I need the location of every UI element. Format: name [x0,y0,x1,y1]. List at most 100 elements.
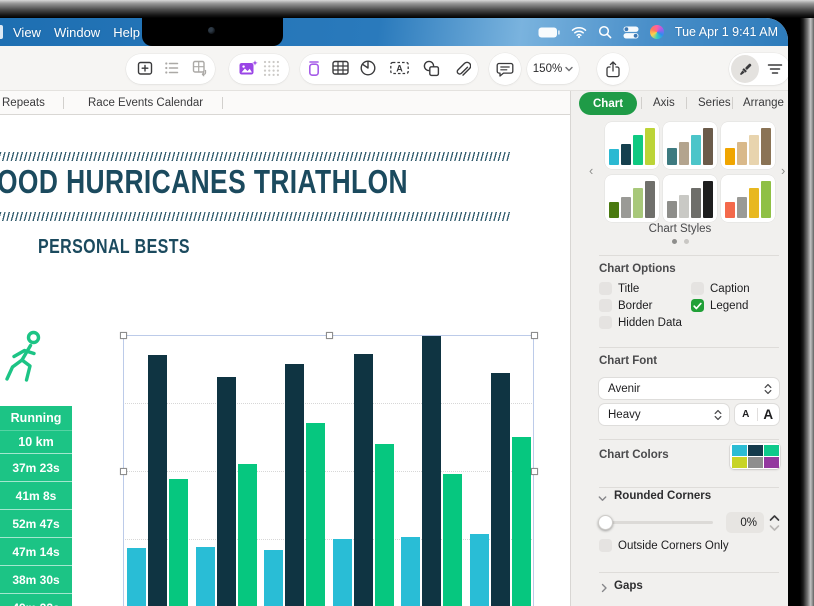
style-bar [645,181,655,218]
rounded-corners-stepper[interactable] [768,510,781,535]
zoom-control[interactable]: 150% [527,54,579,84]
gaps-label[interactable]: Gaps [614,580,643,592]
chart-style-thumbnail[interactable] [605,175,659,222]
battery-icon[interactable] [538,27,560,38]
chart-bar-series-2[interactable] [353,353,373,606]
table-subheader-cell[interactable]: 10 km [0,430,72,453]
chart-bar-series-1[interactable] [401,536,421,606]
chart-style-thumbnail[interactable] [721,122,775,169]
chart-bar-series-3[interactable] [443,474,463,606]
table-row[interactable]: 38m 30s [0,565,72,593]
rounded-corners-slider-track[interactable] [601,521,713,524]
chart-bar-series-2[interactable] [422,335,442,606]
tab-arrange[interactable]: Arrange [743,97,784,109]
stepper-up-icon[interactable] [769,514,780,522]
table-row[interactable]: 47m 14s [0,537,72,565]
chart-bar-series-3[interactable] [512,436,531,606]
chart-bar-series-2[interactable] [285,364,305,606]
chart-style-thumbnail[interactable] [663,175,717,222]
outside-corners-checkbox[interactable] [599,539,612,552]
organize-button[interactable] [759,62,788,76]
chart-bar-series-1[interactable] [470,533,489,606]
chart-bar-series-1[interactable] [127,548,146,606]
styles-next-icon[interactable]: › [781,163,786,178]
pie-chart-icon[interactable] [359,59,377,77]
decrease-font-button[interactable]: A [742,409,750,420]
siri-icon[interactable] [649,25,664,39]
styles-prev-icon[interactable]: ‹ [589,163,594,178]
page-dot-active[interactable] [671,239,677,244]
sheet-tab-repeats[interactable]: Repeats [2,96,45,109]
page-dot[interactable] [683,239,689,244]
chart-option-caption[interactable]: Caption [691,282,750,295]
wifi-icon[interactable] [571,26,587,38]
table-row[interactable]: 52m 47s [0,509,72,537]
table-actions-icon[interactable] [191,59,209,77]
chart-bar-series-1[interactable] [332,539,352,606]
checkbox[interactable] [599,299,612,312]
chart-bar-series-3[interactable] [306,423,326,606]
table-icon[interactable] [331,59,350,77]
font-weight-select[interactable]: Heavy [599,404,729,425]
chart-style-thumbnail[interactable] [663,122,717,169]
spreadsheet-canvas[interactable]: OOD HURRICANES TRIATHLON PERSONAL BESTS [0,115,570,606]
chart-option-hidden-data[interactable]: Hidden Data [599,316,682,329]
chart-option-legend[interactable]: Legend [691,299,748,312]
list-icon[interactable] [163,59,181,77]
dot-grid-icon[interactable] [262,59,280,77]
sheet-title: OOD HURRICANES TRIATHLON [0,163,408,200]
styles-page-dots[interactable] [571,239,788,244]
paperclip-icon[interactable] [452,59,471,78]
chart-bar-series-1[interactable] [195,546,215,606]
menu-view[interactable]: View [13,24,41,40]
menu-window[interactable]: Window [53,24,101,40]
menu-help[interactable]: Help [113,24,140,40]
chart-bar-series-1[interactable] [264,549,284,606]
outside-corners-checkbox-row[interactable]: Outside Corners Only [599,539,729,552]
chart-style-thumbnail[interactable] [721,175,775,222]
sheet-tab-race-events[interactable]: Race Events Calendar [88,96,204,109]
chart-option-border[interactable]: Border [599,299,653,312]
menu-clock[interactable]: Tue Apr 1 9:41 AM [674,25,778,39]
rounded-corners-value[interactable]: 0% [726,512,764,533]
chart-style-thumbnail[interactable] [605,122,659,169]
font-family-select[interactable]: Avenir [599,378,779,399]
tab-chart[interactable]: Chart [579,92,638,115]
share-button[interactable] [597,53,629,85]
chart-bar-series-3[interactable] [237,464,257,606]
disclosure-right-icon[interactable] [600,583,608,593]
checkbox[interactable] [599,282,612,295]
table-header-cell[interactable]: Running [0,406,72,430]
insert-frame-icon[interactable] [136,59,154,77]
textbox-icon[interactable]: A [389,59,410,77]
control-center-icon[interactable] [623,26,639,39]
checkbox[interactable] [691,282,704,295]
shapes-icon[interactable] [422,59,441,78]
chart-bar-series-3[interactable] [169,478,188,606]
disclosure-down-icon[interactable] [598,494,607,503]
checkbox[interactable] [691,299,704,312]
chart-bar-series-2[interactable] [491,372,510,606]
checkbox[interactable] [599,316,612,329]
chart-colors-well[interactable] [730,443,780,469]
personal-bests-table[interactable]: Running 10 km 37m 23s 41m 8s 52m 47s 47m 14… [0,406,72,606]
tab-series[interactable]: Series [698,97,731,109]
table-row[interactable]: 49m 22s [0,593,72,606]
comment-button[interactable] [489,53,521,85]
jar-icon[interactable] [305,59,323,78]
stepper-down-icon[interactable] [769,524,780,532]
media-icon[interactable] [238,59,258,78]
chart-bar-series-3[interactable] [374,443,394,606]
chart-bar-series-2[interactable] [216,377,236,606]
chart-option-title[interactable]: Title [599,282,639,295]
bar-chart[interactable] [123,335,534,606]
format-button[interactable] [731,55,759,83]
table-row[interactable]: 41m 8s [0,481,72,509]
tab-axis[interactable]: Axis [653,97,675,109]
table-row[interactable]: 37m 23s [0,453,72,481]
spotlight-icon[interactable] [598,25,612,39]
rounded-corners-slider-thumb[interactable] [598,515,613,530]
chart-bar-series-2[interactable] [148,355,167,606]
increase-font-button[interactable]: A [763,407,774,422]
rounded-corners-label[interactable]: Rounded Corners [614,490,712,502]
